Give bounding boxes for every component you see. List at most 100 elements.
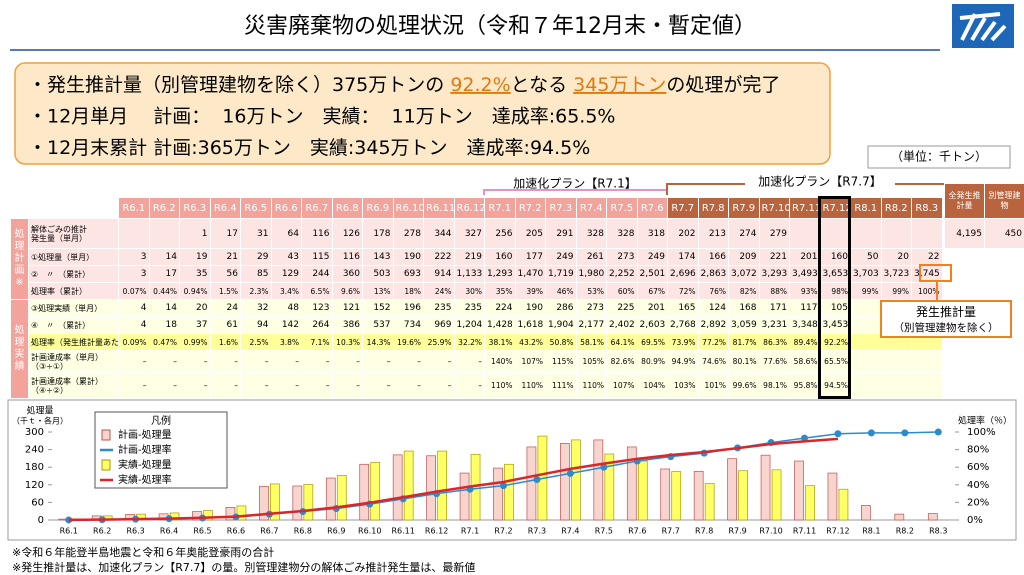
cell: 537: [362, 316, 394, 334]
cell: 360: [331, 265, 363, 283]
cell: 196: [392, 299, 424, 317]
column-header: R6.1: [118, 197, 150, 219]
cell: 914: [423, 265, 455, 283]
x-tick-label: R6.5: [193, 527, 211, 536]
cell: 2,863: [697, 265, 729, 283]
cell: –: [240, 350, 272, 373]
x-tick-label: R7.2: [494, 527, 512, 536]
row-label-text: 計画達成率（累計）: [31, 376, 103, 386]
column-header: R7.9: [728, 197, 760, 219]
cell: 0.94%: [179, 282, 211, 300]
bar: [526, 446, 537, 521]
bar: [671, 471, 682, 521]
cell: 82.6%: [606, 350, 638, 373]
cell: 3,072: [728, 265, 760, 283]
bar: [760, 454, 771, 521]
cell: 25.9%: [423, 333, 455, 351]
summary-text: の処理が完了: [666, 74, 780, 96]
y-axis-title: 処理量: [26, 405, 53, 417]
x-tick-label: R7.6: [628, 527, 646, 536]
x-tick-label: R6.9: [327, 527, 345, 536]
header-row: R6.1 R6.2 R6.3 R6.4 R6.5 R6.6 R6.7 R6.8 R6.9 R6.1…: [10, 197, 943, 219]
cell: 6.5%: [301, 282, 333, 300]
cell: –: [209, 372, 241, 399]
legend-label: 計画-処理量: [118, 428, 172, 441]
summary-box: [14, 62, 831, 165]
cell: 286: [545, 299, 577, 317]
x-tick-label: R7.8: [695, 527, 713, 536]
bar: [303, 484, 314, 521]
column-header: R6.6: [270, 197, 302, 219]
cell: 1,133: [453, 265, 485, 283]
unit-note: （単位：千トン）: [891, 149, 987, 164]
cell: 1,293: [484, 265, 516, 283]
cell: 225: [606, 299, 638, 317]
cell: 60%: [606, 282, 638, 300]
cell: 4,195: [944, 218, 985, 249]
bar: [727, 458, 737, 521]
cell: 124: [697, 299, 729, 317]
cell: 2,501: [636, 265, 668, 283]
line-marker: [867, 429, 875, 437]
cell: 99%: [850, 282, 882, 300]
group-label: 処理計画※: [10, 218, 29, 300]
cell: 142: [270, 316, 302, 334]
cell: [148, 218, 180, 249]
row-label-text: ② 〃 （累計）: [31, 269, 91, 279]
cell: 116: [331, 248, 363, 266]
cell: 115%: [545, 350, 577, 373]
cell: 76%: [697, 282, 729, 300]
cell: 261: [575, 248, 607, 266]
bar: [626, 446, 637, 521]
cell: 3,293: [758, 265, 790, 283]
cell: –: [240, 372, 272, 399]
cell: 3,723: [880, 265, 912, 283]
y-tick-label: 60: [31, 497, 44, 508]
x-tick-label: R6.11: [391, 527, 414, 536]
row-label: ①処理量（単月）: [28, 248, 119, 266]
cell: 116: [301, 218, 333, 249]
cell: 693: [392, 265, 424, 283]
cell: 35%: [484, 282, 516, 300]
x-tick-label: R6.8: [294, 527, 312, 536]
cell: –: [453, 350, 485, 373]
cell: 35: [179, 265, 211, 283]
cell: 19: [179, 248, 211, 266]
cell: 21: [209, 248, 241, 266]
cell: 99.6%: [728, 372, 760, 399]
cell: 18%: [392, 282, 424, 300]
cell: 219: [453, 248, 485, 266]
logo: [952, 4, 1014, 48]
cell: 171: [758, 299, 790, 317]
cell: –: [270, 372, 302, 399]
y2-tick-label: 40%: [967, 480, 989, 491]
y-tick-label: 300: [25, 427, 44, 438]
cell: –: [270, 350, 302, 373]
x-tick-label: R7.1: [461, 527, 479, 536]
table-row: ①処理量（単月） 3 14 19 21 29 43 115 116 143 190 222 219 160…: [11, 248, 943, 266]
row-label: ④ 〃 （累計）: [28, 316, 119, 334]
cell: 30%: [453, 282, 485, 300]
cell: 3: [118, 248, 150, 266]
cell: 273: [606, 248, 638, 266]
corner: [10, 197, 119, 219]
cell: 2.3%: [240, 282, 272, 300]
bar: [392, 454, 403, 521]
summary-line: ・発生推計量（別管理建物を除く）375万トンの 92.2%となる 345万トンの…: [28, 74, 780, 96]
line-marker: [901, 429, 909, 437]
cell: 43.2%: [514, 333, 546, 351]
y2-tick-label: 80%: [967, 445, 989, 456]
cell: –: [209, 350, 241, 373]
cell: 166: [697, 248, 729, 266]
summary-text: ・発生推計量（別管理建物を除く）375万トンの: [28, 74, 450, 96]
cell: [118, 218, 150, 249]
cell: 4: [118, 316, 150, 334]
footnote: ※令和６年能登半島地震と令和６年奥能登豪雨の合計: [12, 545, 274, 559]
cell: –: [392, 372, 424, 399]
cell: 273: [575, 299, 607, 317]
line-marker: [934, 428, 942, 436]
data-table: R6.1 R6.2 R6.3 R6.4 R6.5 R6.6 R6.7 R6.8 R6.9 R6.1…: [10, 197, 943, 399]
bar: [370, 462, 381, 521]
cell: 160: [819, 248, 851, 266]
